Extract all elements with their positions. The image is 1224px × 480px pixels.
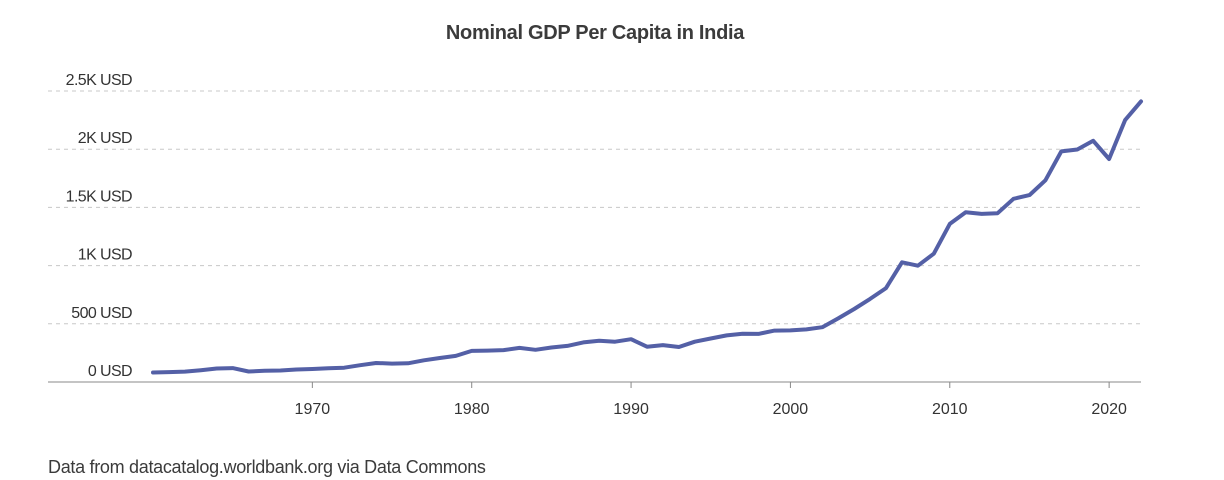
x-tick-label: 1980 xyxy=(454,401,490,418)
chart-title: Nominal GDP Per Capita in India xyxy=(445,22,745,44)
y-axis-tick-labels: 0 USD 500 USD 1K USD 1.5K USD 2K USD 2.5K USD xyxy=(66,72,133,380)
source-note: Data from datacatalog.worldbank.org via … xyxy=(48,457,486,477)
y-tick-label: 2K USD xyxy=(78,130,132,147)
y-tick-label: 1.5K USD xyxy=(66,188,132,205)
x-tick-label: 1970 xyxy=(295,401,331,418)
y-tick-label: 2.5K USD xyxy=(66,72,132,89)
y-tick-label: 1K USD xyxy=(78,247,132,264)
x-tick-label: 1990 xyxy=(613,401,649,418)
y-tick-label: 500 USD xyxy=(71,305,132,322)
y-tick-label: 0 USD xyxy=(88,363,132,380)
x-tick-label: 2010 xyxy=(932,401,968,418)
gridlines xyxy=(48,90,1141,325)
x-tick-label: 2000 xyxy=(773,401,809,418)
x-axis-ticks: 1970 1980 1990 2000 2010 2020 xyxy=(295,382,1127,418)
x-tick-label: 2020 xyxy=(1091,401,1127,418)
series-line-gdp-per-capita xyxy=(151,99,1143,375)
